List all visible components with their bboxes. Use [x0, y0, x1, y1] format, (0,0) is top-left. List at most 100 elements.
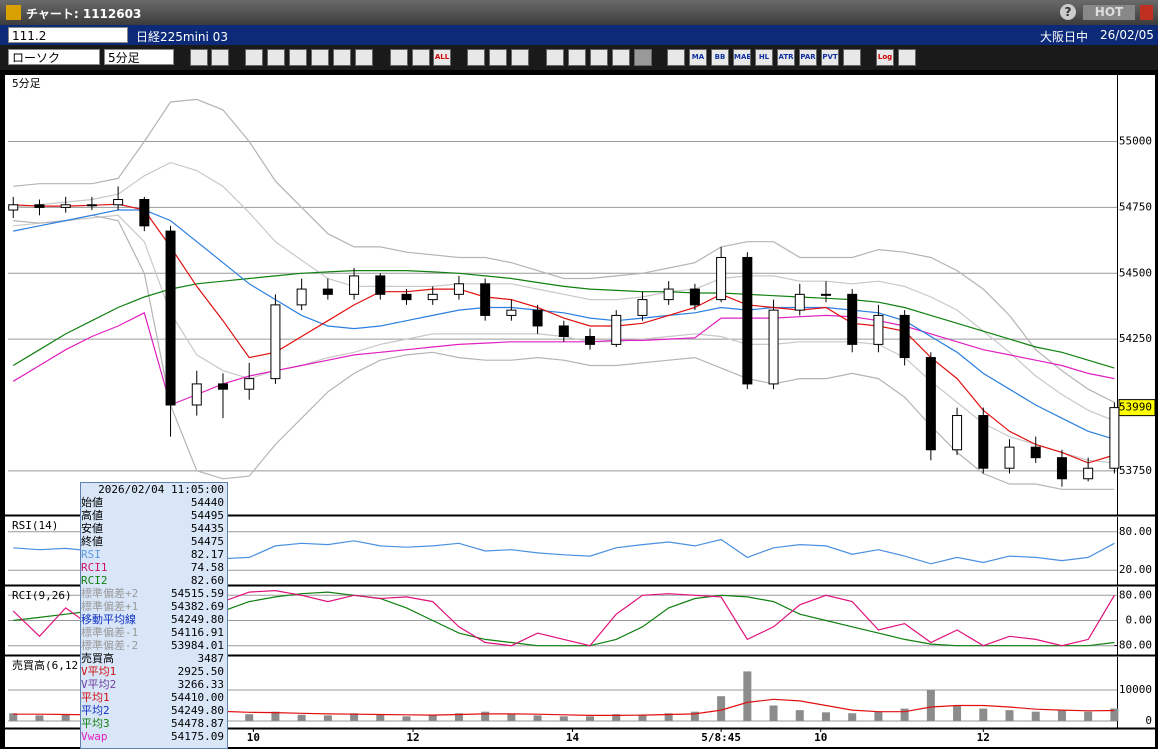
info-label: 平均2	[81, 704, 110, 717]
tool-icon[interactable]	[355, 49, 373, 66]
info-value: 54440	[190, 496, 224, 509]
info-value: 3487	[197, 652, 225, 665]
tool-icon[interactable]	[511, 49, 529, 66]
tool-icon[interactable]	[634, 49, 652, 66]
volume-bar	[1084, 711, 1093, 721]
info-label: RCI2	[81, 574, 108, 587]
candle-body	[427, 293, 438, 301]
info-label: 平均3	[81, 717, 110, 730]
info-value: 54249.80	[171, 613, 224, 626]
candle-body	[532, 309, 543, 327]
volume-bar	[638, 714, 647, 721]
candle-body	[113, 199, 124, 206]
candle-body	[820, 293, 831, 296]
info-row: 平均3 54478.87	[81, 717, 227, 730]
y-tick-label: 10000	[1119, 683, 1152, 696]
tool-icon[interactable]	[489, 49, 507, 66]
tool-icon[interactable]	[843, 49, 861, 66]
candle-body	[742, 256, 753, 385]
tool-icon[interactable]: PVT	[821, 49, 839, 66]
info-label: 標準偏差+1	[81, 600, 139, 613]
indicator-line	[13, 161, 1115, 422]
candle-body	[1083, 467, 1094, 480]
info-row: 平均1 54410.00	[81, 691, 227, 704]
candle-body	[585, 335, 596, 345]
last-price-box	[1118, 399, 1156, 417]
candle-body	[375, 275, 386, 295]
chart-type-select[interactable]: ローソク	[8, 49, 100, 65]
indicator-line	[12, 270, 1115, 369]
tool-icon[interactable]	[898, 49, 916, 66]
candle-body	[1030, 446, 1041, 459]
tool-icon[interactable]: MAE	[733, 49, 751, 66]
y-tick-label: 54500	[1119, 266, 1152, 279]
info-value: 54475	[190, 535, 224, 548]
volume-bar	[533, 715, 542, 721]
tool-icon[interactable]	[590, 49, 608, 66]
info-value: 54116.91	[171, 626, 224, 639]
close-button[interactable]	[1140, 5, 1153, 20]
candle-body	[401, 293, 412, 301]
y-tick-label: 0.00	[1126, 614, 1153, 627]
help-button[interactable]: ?	[1060, 4, 1076, 20]
volume-bar	[743, 671, 752, 721]
tool-icon[interactable]	[667, 49, 685, 66]
y-tick-label: 55000	[1119, 135, 1152, 148]
info-label: 標準偏差-2	[81, 639, 139, 652]
candle-body	[873, 314, 884, 345]
tool-icon[interactable]: ALL	[433, 49, 451, 66]
tool-icon[interactable]	[412, 49, 430, 66]
tool-icon[interactable]: ATR	[777, 49, 795, 66]
volume-bar	[612, 714, 621, 721]
volume-bar	[848, 713, 857, 721]
volume-bar	[1110, 708, 1119, 721]
tool-icon[interactable]	[390, 49, 408, 66]
candle-body	[191, 383, 202, 406]
tool-icon[interactable]	[467, 49, 485, 66]
tool-icon[interactable]	[190, 49, 208, 66]
panel-title: RCI(9,26)	[12, 589, 72, 602]
volume-bar	[323, 715, 332, 721]
symbol-bar: 111.2 日経225mini 03 大阪日中 26/02/05	[0, 25, 1158, 45]
tool-icon[interactable]: Log	[876, 49, 894, 66]
app-icon	[6, 5, 21, 20]
tool-icon[interactable]	[546, 49, 564, 66]
info-value: 74.58	[190, 561, 224, 574]
info-label: V平均2	[81, 678, 117, 691]
candle-body	[322, 288, 333, 295]
info-label: V平均1	[81, 665, 117, 678]
volume-bar	[979, 708, 988, 721]
hot-button[interactable]: HOT	[1083, 5, 1135, 20]
tool-icon[interactable]	[612, 49, 630, 66]
tool-icon[interactable]	[289, 49, 307, 66]
info-value: 54382.69	[171, 600, 224, 613]
tool-icon[interactable]: BB	[711, 49, 729, 66]
candle-body	[86, 204, 97, 207]
info-row: 標準偏差+2 54515.59	[81, 587, 227, 600]
info-value: 3266.33	[177, 678, 224, 691]
tool-icon[interactable]: MA	[689, 49, 707, 66]
candle-body	[978, 415, 989, 469]
tool-icon[interactable]	[333, 49, 351, 66]
candle-body	[217, 383, 228, 390]
tool-icon[interactable]: HL	[755, 49, 773, 66]
info-row: 高値 54495	[81, 509, 227, 522]
volume-bar	[559, 716, 568, 721]
candle-body	[453, 283, 464, 295]
info-row: 標準偏差+1 54382.69	[81, 600, 227, 613]
volume-bar	[1005, 710, 1014, 721]
info-label: 安値	[81, 522, 103, 535]
tool-icon[interactable]	[267, 49, 285, 66]
tool-icon[interactable]	[245, 49, 263, 66]
tool-icon[interactable]	[568, 49, 586, 66]
tool-icon[interactable]	[211, 49, 229, 66]
symbol-name: 日経225mini 03	[136, 30, 228, 44]
tool-icon[interactable]	[311, 49, 329, 66]
tool-icon[interactable]: PAR	[799, 49, 817, 66]
code-input[interactable]: 111.2	[8, 27, 128, 43]
info-row: 移動平均線 54249.80	[81, 613, 227, 626]
volume-bar	[926, 690, 935, 721]
volume-bar	[874, 711, 883, 721]
x-tick-label: 10	[814, 731, 827, 744]
interval-select[interactable]: 5分足	[104, 49, 174, 65]
